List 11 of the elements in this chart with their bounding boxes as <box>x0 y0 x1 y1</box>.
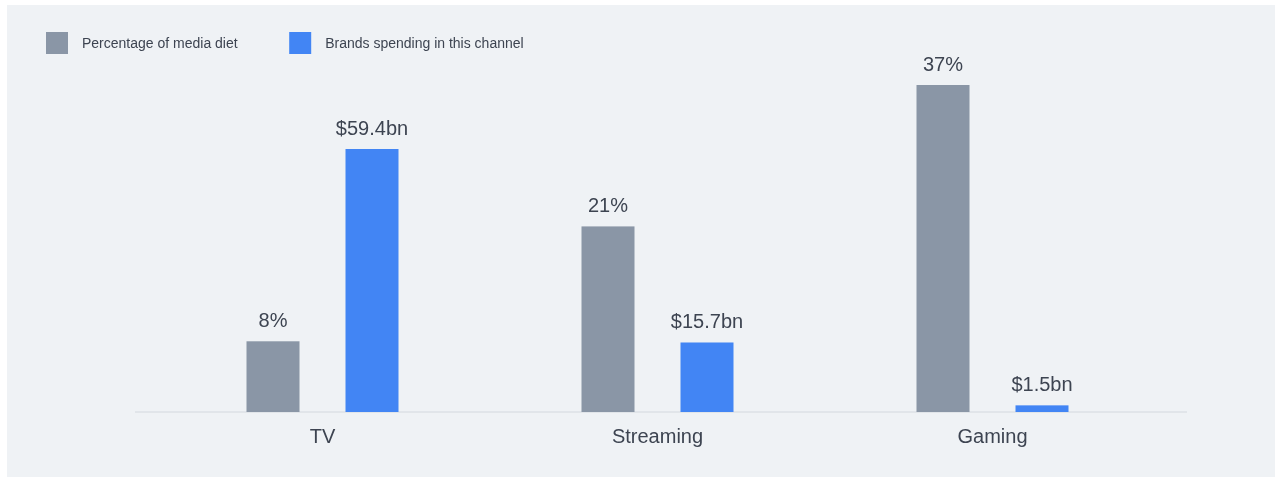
legend-label: Brands spending in this channel <box>325 35 524 51</box>
data-label: $15.7bn <box>670 310 744 333</box>
x-tick-label: Gaming <box>957 425 1028 447</box>
legend-label: Percentage of media diet <box>82 35 238 51</box>
data-label: 8% <box>258 309 288 332</box>
data-label: 21% <box>587 194 629 217</box>
data-label: $1.5bn <box>1011 373 1073 396</box>
x-tick-label: Streaming <box>611 425 704 447</box>
data-label: 37% <box>922 53 964 75</box>
data-label: $59.4bn <box>335 117 409 139</box>
x-tick-label: TV <box>309 425 336 447</box>
